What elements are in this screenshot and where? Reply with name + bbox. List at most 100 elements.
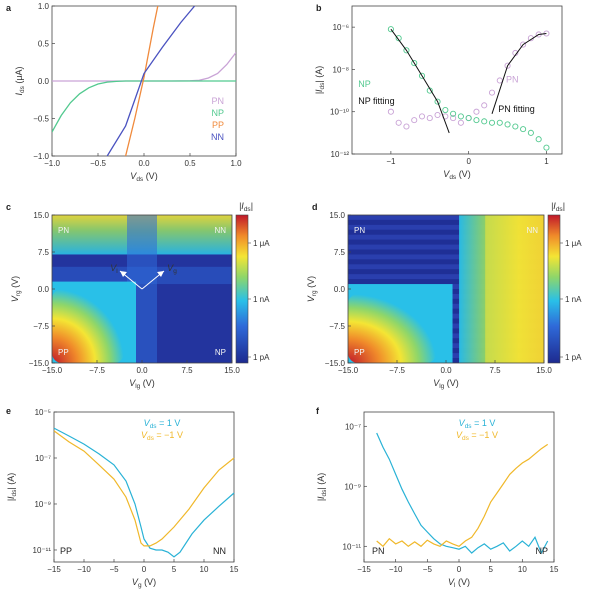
panel-b: −1 0 1 10⁻⁶ 10⁻⁸ 10⁻¹⁰ 10⁻¹² Vds (V) |Ids| (A) NP… — [314, 5, 563, 181]
panel-f-legend-vds-neg: Vds = −1 V — [456, 430, 498, 442]
panel-b-point-np — [512, 123, 519, 130]
panel-c-colorbar-title: |Ids| — [239, 201, 253, 213]
panel-d-colorbar-ticklabel: 1 nA — [565, 295, 582, 304]
panel-f-y-ticklabel: 10⁻¹¹ — [343, 542, 362, 551]
panel-a-x-ticklabel: −1.0 — [44, 159, 60, 168]
panel-a-y-ticklabel: −1.0 — [33, 152, 49, 161]
panel-e-legend-vds-neg: Vds = −1 V — [141, 430, 183, 442]
panel-d-y-ticklabel: −15.0 — [325, 359, 346, 368]
panel-b-point-np — [403, 47, 410, 54]
panel-b-point-np — [442, 106, 449, 114]
panel-b-point-np — [504, 121, 511, 128]
panel-c-arrowhead-vg — [157, 271, 164, 277]
panel-d-colorbar — [547, 214, 561, 364]
panel-d-stripe — [348, 234, 544, 240]
panel-a-xlabel: Vds (V) — [130, 171, 157, 183]
panel-c-arrow-label-vg: Vg — [167, 263, 177, 275]
panel-d-stripe — [348, 269, 544, 275]
panel-c-arrowhead-vl — [120, 271, 127, 277]
panel-b-point-np — [465, 115, 472, 122]
panel-d-y-ticklabel: 15.0 — [329, 211, 345, 220]
panel-d-region-pp: PP — [354, 348, 365, 357]
panel-e-x-ticklabel: 15 — [230, 565, 239, 574]
panel-b-point-np — [411, 60, 418, 67]
panel-b-point-pn — [411, 117, 418, 124]
panel-d-stripe — [348, 259, 544, 265]
panel-b-point-np — [473, 117, 480, 124]
panel-a-x-ticklabel: 0.0 — [138, 159, 150, 168]
panel-a: −1.0 −0.5 0.0 0.5 1.0 −1.0 −0.5 0.0 0.5 1.0 Vds (V… — [14, 2, 242, 183]
panel-f-y-ticklabel: 10⁻⁷ — [345, 422, 361, 431]
panel-d-y-ticklabel: 7.5 — [334, 248, 346, 257]
panel-d-stripe — [348, 279, 544, 285]
panel-b-y-ticklabel: 10⁻⁸ — [333, 65, 350, 74]
panel-b-ylabel: |Ids| (A) — [314, 66, 326, 95]
panel-c-region-nn: NN — [214, 226, 226, 235]
panel-d-x-ticklabel: 7.5 — [489, 366, 501, 375]
panel-e-x-ticklabel: −10 — [77, 565, 91, 574]
panel-d-stripe — [348, 229, 544, 235]
panel-b-point-pn — [457, 119, 464, 126]
panel-b-line-pn-fitting — [491, 33, 547, 114]
panel-c-pp-region — [52, 289, 124, 363]
panel-b-xlabel: Vds (V) — [443, 169, 470, 181]
panel-b-point-np — [543, 144, 550, 151]
panel-c-x-ticklabel: −15.0 — [42, 366, 63, 375]
panel-b-point-np — [481, 118, 488, 125]
panel-b-annotation-np-fitting: NP fitting — [358, 96, 394, 106]
panel-b-point-np — [395, 35, 402, 42]
panel-f-y-ticklabel: 10⁻⁹ — [344, 482, 361, 491]
panel-b-x-ticklabel: −1 — [386, 157, 396, 166]
panel-b-point-pn — [488, 89, 496, 96]
panel-b-point-np — [535, 136, 542, 143]
panel-b-line-np-fitting — [390, 28, 450, 134]
panel-d-map — [348, 215, 544, 363]
panel-e-legend-vds-pos: Vds = 1 V — [144, 418, 181, 430]
panel-c-y-ticklabel: −7.5 — [33, 322, 49, 331]
panel-e-ylabel: |Ids| (A) — [6, 473, 18, 502]
panel-e-x-ticklabel: 0 — [142, 565, 147, 574]
panel-a-y-ticklabel: 1.0 — [38, 2, 50, 11]
panel-f-x-ticklabel: −5 — [423, 565, 433, 574]
panel-d-xlabel: Vlg (V) — [433, 378, 459, 390]
panel-c-x-ticklabel: 15.0 — [224, 366, 240, 375]
panel-c-x-ticklabel: −7.5 — [89, 366, 105, 375]
panel-a-x-ticklabel: −0.5 — [90, 159, 106, 168]
panel-b-point-pn — [473, 108, 480, 115]
panel-e-y-ticklabel: 10⁻⁹ — [34, 500, 51, 509]
panel-d-stripe — [348, 264, 544, 270]
panel-a-legend-np: NP — [211, 108, 224, 118]
panel-d: −15.0 −7.5 0.0 7.5 15.0 15.0 7.5 0.0 −7.5 −15.0 Vl… — [306, 201, 582, 390]
panel-c-colorbar-ticklabel: 1 nA — [253, 295, 270, 304]
panel-f-x-ticklabel: −10 — [389, 565, 403, 574]
panel-b-point-np — [387, 26, 394, 33]
panel-d-colorbar-ticklabel: 1 μA — [565, 239, 582, 248]
panel-e-y-ticklabel: 10⁻⁷ — [35, 454, 51, 463]
panel-d-stripe — [348, 219, 544, 225]
panel-b-letter: b — [316, 3, 322, 13]
panel-d-stripe — [348, 254, 544, 260]
panel-b-point-np — [434, 98, 441, 105]
panel-b-frame — [351, 5, 563, 155]
panel-c-ylabel: Vrg (V) — [10, 276, 22, 302]
panel-d-stripe — [348, 239, 544, 245]
panel-a-y-ticklabel: 0.5 — [38, 40, 50, 49]
panel-c: −15.0 −7.5 0.0 7.5 15.0 15.0 7.5 0.0 −7.5 −15.0 Vl… — [10, 201, 270, 390]
panel-d-stripe — [348, 249, 544, 255]
panel-c-y-ticklabel: 0.0 — [38, 285, 50, 294]
panel-f-x-ticklabel: −15 — [357, 565, 371, 574]
panel-f-x-ticklabel: 0 — [457, 565, 462, 574]
panel-b-annotation-pn: PN — [506, 75, 519, 85]
panel-e-line-vds-neg — [53, 430, 235, 547]
panel-e-y-ticklabel: 10⁻¹¹ — [33, 546, 52, 555]
panel-c-y-ticklabel: 15.0 — [33, 211, 49, 220]
panel-b-point-pn — [395, 119, 402, 126]
panel-a-line-np — [52, 80, 236, 133]
panel-b-point-pn — [450, 115, 457, 122]
panel-b-point-np — [496, 119, 503, 126]
panel-f: −15 −10 −5 0 5 10 15 10⁻⁷ 10⁻⁹ 10⁻¹¹ Vl (V) |Ids| (… — [316, 411, 559, 589]
panel-e-letter: e — [6, 406, 11, 416]
panel-d-stripe — [348, 244, 544, 250]
panel-a-ylabel: Ids (μA) — [14, 66, 26, 95]
panel-b-x-ticklabel: 1 — [544, 157, 549, 166]
